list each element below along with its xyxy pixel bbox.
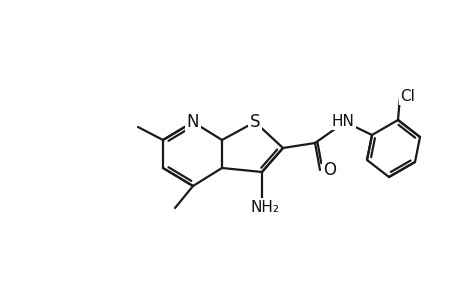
Text: HN: HN	[331, 113, 354, 128]
Text: N: N	[186, 113, 199, 131]
Text: NH₂: NH₂	[250, 200, 279, 214]
Text: S: S	[249, 113, 260, 131]
Text: Cl: Cl	[400, 88, 414, 104]
Text: O: O	[323, 161, 336, 179]
